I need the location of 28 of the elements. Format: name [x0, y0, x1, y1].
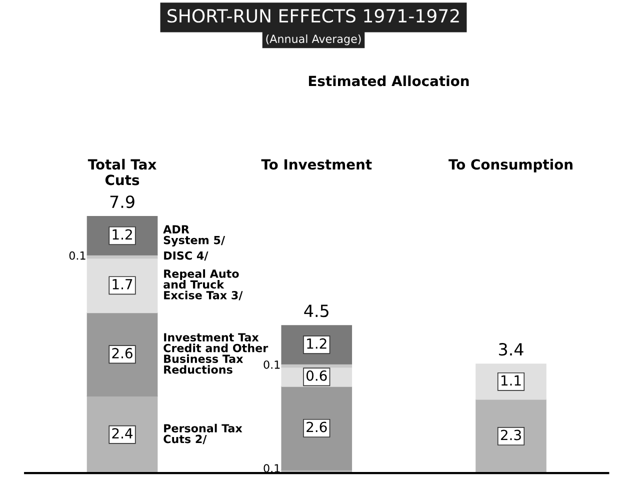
bar	[281, 386, 352, 470]
data-label: 2.4	[112, 428, 133, 438]
data-label: 2.6	[112, 348, 132, 358]
data-label: 0.1	[264, 360, 280, 369]
series-label: Personal Tax Cuts 2/	[164, 424, 242, 444]
data-label: 1.2	[307, 338, 326, 349]
x-tick-label: Total Tax Cuts	[88, 158, 156, 186]
total-label: 7.9	[110, 195, 134, 208]
data-label: 1.7	[112, 279, 132, 290]
x-tick-label: To Investment	[261, 159, 372, 170]
x-tick-label: To Consumption	[448, 158, 572, 172]
series-label: Repeal Auto and Truck Excise Tax 3/	[164, 269, 243, 300]
chart-subtitle: (Annual Average)	[266, 34, 361, 46]
series-label: DISC 4/	[164, 251, 208, 261]
series-label: ADR System 5/	[163, 225, 226, 246]
chart-title: SHORT-RUN EFFECTS 1971-1972	[168, 9, 459, 23]
bar	[476, 398, 546, 474]
total-label: 3.4	[499, 343, 524, 356]
data-label: 2.6	[306, 422, 327, 432]
data-label: 1.2	[112, 229, 132, 240]
data-label: 0.6	[306, 370, 327, 381]
data-label: 0.1	[69, 251, 86, 260]
text: Estimated Allocation	[308, 75, 469, 86]
total-label: 4.5	[304, 304, 328, 318]
data-label: 2.3	[500, 430, 521, 440]
bar	[86, 396, 158, 474]
data-label: 1.1	[501, 375, 521, 386]
bar	[86, 312, 158, 397]
